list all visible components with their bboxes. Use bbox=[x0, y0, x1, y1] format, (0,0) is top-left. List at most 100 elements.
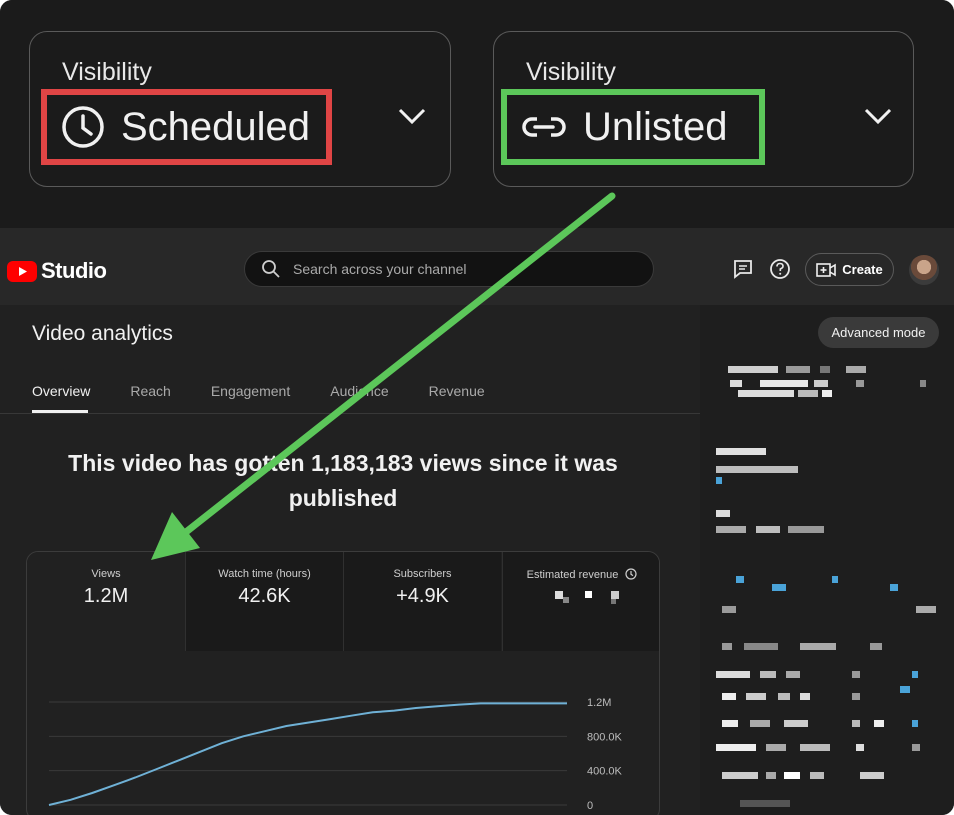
redacted-block bbox=[912, 744, 920, 751]
redacted-block bbox=[870, 643, 882, 650]
create-button[interactable]: Create bbox=[805, 253, 894, 286]
redacted-block bbox=[760, 671, 776, 678]
add-video-icon bbox=[816, 262, 837, 277]
tab-engagement[interactable]: Engagement bbox=[210, 383, 291, 399]
redacted-block bbox=[852, 720, 860, 727]
redacted-block bbox=[852, 693, 860, 700]
search-input[interactable]: Search across your channel bbox=[244, 251, 654, 287]
redacted-block bbox=[912, 720, 918, 727]
redacted-revenue bbox=[503, 591, 659, 605]
redacted-block bbox=[716, 671, 750, 678]
redacted-block bbox=[784, 772, 800, 779]
clock-icon bbox=[62, 106, 104, 148]
redacted-block bbox=[728, 366, 778, 373]
youtube-studio-logo[interactable]: Studio bbox=[7, 258, 107, 284]
redacted-block bbox=[716, 510, 730, 517]
chevron-down-icon[interactable] bbox=[862, 100, 894, 132]
redacted-block bbox=[760, 380, 808, 387]
feedback-icon[interactable] bbox=[732, 258, 754, 280]
redacted-block bbox=[716, 466, 798, 473]
metric-label: Subscribers bbox=[393, 568, 452, 580]
tab-overview[interactable]: Overview bbox=[32, 383, 91, 399]
chevron-down-icon[interactable] bbox=[396, 100, 428, 132]
redacted-block bbox=[766, 772, 776, 779]
help-icon[interactable] bbox=[769, 258, 791, 280]
redacted-block bbox=[810, 772, 824, 779]
redacted-block bbox=[814, 380, 828, 387]
advanced-mode-button[interactable]: Advanced mode bbox=[818, 317, 939, 348]
analytics-tabs: Overview Reach Engagement Audience Reven… bbox=[32, 383, 525, 399]
y-tick-label: 1.2M bbox=[587, 697, 611, 709]
y-tick-label: 0 bbox=[587, 800, 593, 812]
redacted-block bbox=[730, 380, 742, 387]
redacted-block bbox=[798, 390, 818, 397]
redacted-block bbox=[716, 477, 722, 484]
redacted-block bbox=[736, 576, 744, 583]
youtube-play-icon bbox=[7, 260, 37, 282]
metric-label-text: Estimated revenue bbox=[526, 569, 619, 581]
tab-audience[interactable]: Audience bbox=[330, 383, 389, 399]
redacted-block bbox=[856, 744, 864, 751]
redacted-block bbox=[820, 366, 830, 373]
active-tab-indicator bbox=[32, 410, 88, 413]
metric-watch-time[interactable]: Watch time (hours) 42.6K bbox=[185, 552, 343, 651]
redacted-block bbox=[716, 744, 756, 751]
redacted-block bbox=[746, 693, 766, 700]
search-icon bbox=[262, 260, 280, 278]
tab-revenue[interactable]: Revenue bbox=[428, 383, 485, 399]
views-line-chart: 1.2M 800.0K 400.0K 0 bbox=[48, 697, 623, 812]
visibility-value: Unlisted bbox=[583, 104, 728, 149]
redacted-block bbox=[822, 390, 832, 397]
redacted-block bbox=[722, 693, 736, 700]
redacted-block bbox=[740, 800, 790, 807]
metric-subscribers[interactable]: Subscribers +4.9K bbox=[343, 552, 501, 651]
page-title: Video analytics bbox=[32, 322, 173, 345]
redacted-block bbox=[722, 606, 736, 613]
redacted-block bbox=[912, 671, 918, 678]
redacted-block bbox=[750, 720, 770, 727]
metric-label: Watch time (hours) bbox=[218, 568, 311, 580]
redacted-block bbox=[846, 366, 866, 373]
redacted-block bbox=[716, 526, 746, 533]
visibility-dropdown-unlisted[interactable]: Visibility Unlisted bbox=[493, 31, 914, 187]
redacted-block bbox=[756, 526, 780, 533]
avatar[interactable] bbox=[909, 255, 939, 285]
redacted-block bbox=[890, 584, 898, 591]
redacted-block bbox=[832, 576, 838, 583]
metric-value: +4.9K bbox=[396, 585, 449, 607]
redacted-block bbox=[852, 671, 860, 678]
redacted-block bbox=[744, 643, 778, 650]
search-placeholder: Search across your channel bbox=[293, 261, 467, 277]
visibility-label: Visibility bbox=[62, 58, 152, 86]
metrics-card: Views 1.2M Watch time (hours) 42.6K Subs… bbox=[26, 551, 660, 815]
visibility-dropdown-scheduled[interactable]: Visibility Scheduled bbox=[29, 31, 451, 187]
create-label: Create bbox=[842, 262, 883, 277]
metric-estimated-revenue[interactable]: Estimated revenue bbox=[502, 552, 659, 651]
scheduled-highlight-box: Scheduled bbox=[41, 89, 332, 165]
redacted-block bbox=[738, 390, 794, 397]
views-headline: This video has gotten 1,183,183 views si… bbox=[68, 450, 618, 511]
redacted-block bbox=[800, 643, 836, 650]
logo-text: Studio bbox=[41, 258, 107, 283]
metric-views[interactable]: Views 1.2M bbox=[27, 552, 185, 651]
redacted-block bbox=[856, 380, 864, 387]
redacted-block bbox=[786, 366, 810, 373]
tab-reach[interactable]: Reach bbox=[130, 383, 171, 399]
unlisted-highlight-box: Unlisted bbox=[501, 89, 765, 165]
redacted-block bbox=[716, 448, 766, 455]
redacted-block bbox=[786, 671, 800, 678]
redacted-block bbox=[916, 606, 936, 613]
redacted-block bbox=[800, 693, 810, 700]
clock-icon bbox=[625, 568, 637, 580]
redacted-block bbox=[860, 772, 884, 779]
redacted-block bbox=[772, 584, 786, 591]
metric-label: Views bbox=[91, 568, 121, 580]
visibility-label: Visibility bbox=[526, 58, 616, 86]
visibility-value: Scheduled bbox=[121, 104, 311, 149]
redacted-block bbox=[722, 643, 732, 650]
redacted-block bbox=[722, 720, 738, 727]
redacted-block bbox=[920, 380, 926, 387]
metric-value: 42.6K bbox=[238, 585, 291, 607]
redacted-block bbox=[900, 686, 910, 693]
